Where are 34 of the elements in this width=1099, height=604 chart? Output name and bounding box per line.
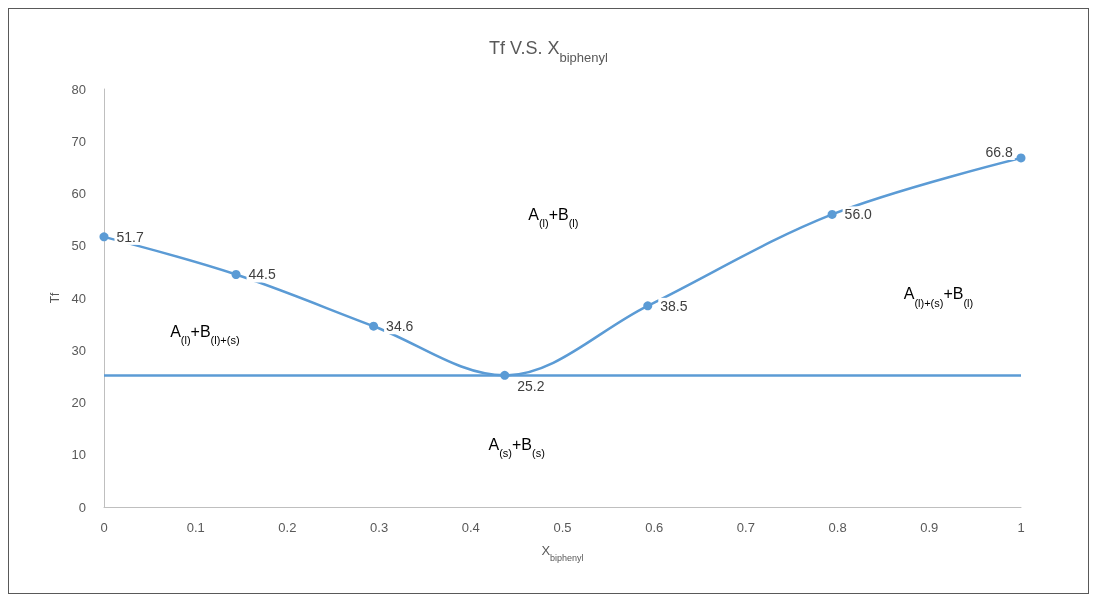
y-tick-label: 60 bbox=[71, 186, 86, 201]
data-label: 51.7 bbox=[116, 228, 144, 245]
data-label: 38.5 bbox=[660, 297, 688, 314]
x-tick-label: 1 bbox=[1017, 520, 1025, 535]
point bbox=[643, 301, 653, 311]
y-tick-label: 50 bbox=[71, 238, 86, 254]
point bbox=[231, 269, 241, 279]
x-tick-label: 0.1 bbox=[186, 520, 205, 535]
x-tick-label: 0.8 bbox=[828, 520, 847, 535]
y-tick-label: 70 bbox=[71, 133, 86, 149]
data-label: 56.0 bbox=[844, 206, 873, 223]
point bbox=[827, 209, 837, 219]
y-tick-label: 20 bbox=[71, 395, 86, 410]
data-label: 44.5 bbox=[248, 266, 277, 283]
point bbox=[369, 321, 379, 331]
data-label: 66.8 bbox=[985, 143, 1013, 160]
x-tick-label: 0.3 bbox=[370, 520, 389, 535]
x-tick-label: 0.7 bbox=[736, 520, 755, 535]
x-tick-label: 0.4 bbox=[461, 520, 480, 535]
y-tick-label: 40 bbox=[71, 290, 86, 306]
point bbox=[1016, 153, 1026, 163]
y-axis-title: Tf bbox=[47, 292, 62, 304]
y-tick-label: 30 bbox=[71, 342, 86, 358]
x-tick-label: 0.5 bbox=[553, 520, 572, 535]
y-tick-label: 10 bbox=[71, 447, 86, 463]
x-tick-label: 0.6 bbox=[645, 520, 664, 535]
data-label: 34.6 bbox=[386, 318, 414, 335]
data-label: 25.2 bbox=[517, 378, 545, 395]
x-tick-label: 0.2 bbox=[278, 520, 297, 535]
x-tick-label: 0.9 bbox=[920, 520, 939, 535]
y-tick-label: 80 bbox=[71, 81, 86, 97]
x-tick-label: 0 bbox=[100, 520, 108, 535]
y-tick-label: 0 bbox=[78, 499, 86, 515]
point bbox=[99, 232, 109, 242]
